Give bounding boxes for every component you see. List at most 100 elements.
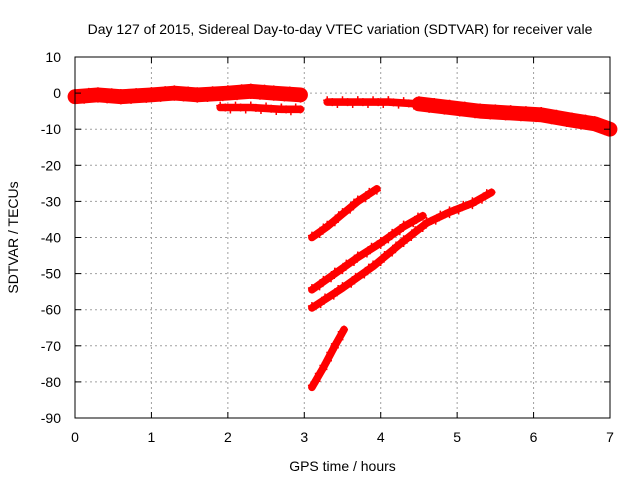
data-point-marker — [389, 98, 398, 107]
x-tick-label: 6 — [530, 429, 538, 445]
data-point-marker — [369, 260, 378, 269]
data-point-marker — [511, 109, 520, 118]
data-point-marker — [338, 282, 347, 291]
data-point-marker — [542, 111, 551, 120]
data-point-marker — [338, 208, 347, 217]
data-point-marker — [404, 99, 413, 108]
data-point-marker — [376, 257, 385, 266]
data-point-marker — [353, 251, 362, 260]
data-point-marker — [537, 107, 546, 116]
data-point-marker — [477, 195, 486, 204]
data-point-marker — [347, 279, 356, 288]
data-point-marker — [395, 227, 404, 236]
data-point-marker — [547, 116, 556, 125]
series-arc-3 — [307, 188, 496, 312]
data-point-marker — [246, 91, 255, 100]
data-point-marker — [496, 108, 505, 117]
data-point-marker — [132, 88, 141, 97]
data-point-marker — [342, 280, 351, 289]
data-point-marker — [468, 197, 477, 206]
data-point-marker — [236, 103, 245, 112]
data-point-marker — [346, 258, 355, 267]
data-point-marker — [321, 293, 330, 302]
data-point-marker — [282, 105, 291, 114]
data-point-marker — [338, 96, 347, 105]
data-point-marker — [364, 263, 373, 272]
data-point-marker — [231, 101, 240, 110]
data-point-marker — [262, 102, 271, 111]
y-tick-label: 10 — [45, 49, 61, 65]
data-point-marker — [595, 121, 604, 130]
data-point-marker — [98, 91, 107, 100]
data-point-marker — [473, 196, 482, 205]
data-point-marker — [360, 270, 369, 279]
data-point-marker — [223, 85, 232, 94]
data-point-marker — [156, 93, 165, 102]
data-point-marker — [346, 205, 355, 214]
series-band-2 — [216, 101, 305, 116]
data-point-marker — [355, 271, 364, 280]
data-point-marker — [315, 229, 324, 238]
data-point-marker — [403, 234, 412, 243]
data-point-marker — [93, 87, 102, 96]
series-layer — [67, 83, 618, 392]
data-point-marker — [460, 101, 469, 110]
data-point-marker — [552, 109, 561, 118]
data-point-marker — [89, 91, 98, 100]
data-point-marker — [369, 96, 378, 105]
data-point-marker — [170, 85, 179, 94]
data-point-marker — [351, 272, 360, 281]
data-point-marker — [600, 127, 609, 136]
data-point-marker — [358, 98, 367, 107]
data-point-marker — [208, 86, 217, 95]
x-tick-label: 7 — [606, 429, 614, 445]
data-point-marker — [342, 259, 351, 268]
data-point-marker — [384, 249, 393, 258]
data-point-marker — [107, 88, 116, 97]
data-point-marker — [486, 111, 495, 120]
data-point-marker — [323, 356, 332, 365]
data-point-marker — [272, 106, 281, 115]
data-point-marker — [404, 219, 413, 228]
data-point-marker — [275, 89, 284, 98]
data-point-marker — [116, 96, 125, 105]
data-point-marker — [476, 103, 485, 112]
data-point-marker — [335, 335, 344, 344]
data-point-marker — [388, 248, 397, 257]
series-arc-4 — [307, 325, 349, 392]
data-point-marker — [454, 206, 463, 215]
data-point-marker — [501, 112, 510, 121]
data-point-marker — [374, 98, 383, 107]
data-point-marker — [80, 95, 89, 104]
y-tick-label: -20 — [41, 157, 61, 173]
data-point-marker — [103, 95, 112, 104]
data-point-marker — [296, 105, 305, 114]
data-point-marker — [586, 119, 595, 128]
y-tick-label: -30 — [41, 193, 61, 209]
data-point-marker — [174, 89, 183, 98]
data-point-marker — [315, 282, 324, 291]
series-band-4 — [411, 96, 618, 137]
data-point-marker — [455, 108, 464, 117]
data-point-marker — [465, 105, 474, 114]
x-tick-label: 3 — [300, 429, 308, 445]
data-point-marker — [330, 267, 339, 276]
data-point-marker — [269, 85, 278, 94]
data-point-marker — [399, 235, 408, 244]
data-point-marker — [399, 220, 408, 229]
data-point-marker — [213, 89, 222, 98]
chart-title: Day 127 of 2015, Sidereal Day-to-day VTE… — [88, 21, 593, 37]
data-point-marker — [361, 194, 370, 203]
data-point-marker — [334, 284, 343, 293]
data-point-marker — [372, 186, 381, 195]
data-point-marker — [137, 91, 146, 100]
data-point-marker — [372, 241, 381, 250]
data-point-marker — [470, 110, 479, 119]
data-point-marker — [413, 212, 422, 221]
data-point-marker — [242, 87, 251, 96]
data-point-marker — [388, 228, 397, 237]
data-point-marker — [481, 107, 490, 116]
data-point-marker — [277, 103, 286, 112]
data-point-marker — [260, 84, 269, 93]
data-point-marker — [147, 87, 156, 96]
